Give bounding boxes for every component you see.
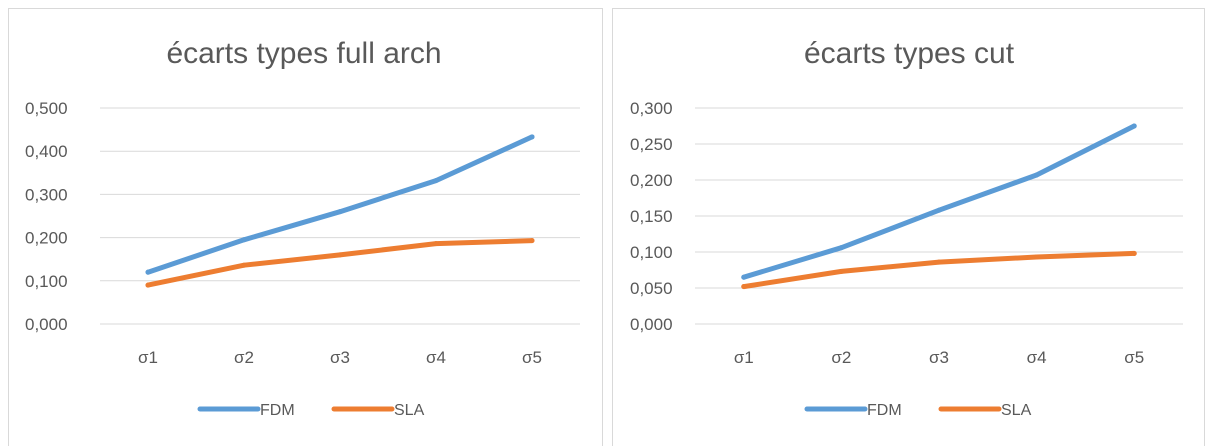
data-point-fdm — [741, 274, 747, 280]
y-tick-label: 0,300 — [630, 99, 673, 118]
data-point-fdm — [529, 134, 535, 140]
x-tick-label: σ1 — [734, 348, 754, 367]
data-point-fdm — [337, 209, 343, 215]
y-tick-label: 0,250 — [630, 135, 673, 154]
data-point-fdm — [1034, 172, 1040, 178]
x-tick-label: σ3 — [929, 348, 949, 367]
y-tick-label: 0,200 — [25, 229, 68, 248]
chart-title: écarts types cut — [804, 37, 1015, 70]
data-point-sla — [337, 252, 343, 258]
chart-border — [612, 8, 1205, 446]
y-tick-label: 0,300 — [25, 185, 68, 204]
y-tick-label: 0,500 — [25, 99, 68, 118]
data-point-sla — [1034, 254, 1040, 260]
y-tick-label: 0,000 — [630, 315, 673, 334]
y-tick-label: 0,400 — [25, 142, 68, 161]
legend-label-fdm: FDM — [867, 402, 902, 419]
legend-label-fdm: FDM — [260, 402, 295, 419]
y-tick-label: 0,000 — [25, 315, 68, 334]
x-tick-label: σ2 — [831, 348, 851, 367]
x-tick-label: σ3 — [330, 348, 350, 367]
data-point-fdm — [145, 269, 151, 275]
data-point-fdm — [433, 178, 439, 184]
chart-border — [8, 8, 603, 446]
data-point-sla — [1131, 250, 1137, 256]
chart-cut: écarts types cut 0,000 0,050 0,100 0,150 0,20… — [611, 0, 1206, 446]
y-tick-label: 0,100 — [630, 243, 673, 262]
x-tick-label: σ1 — [138, 348, 158, 367]
chart-full-arch-svg: écarts types full arch 0,000 0,100 0,200 0,3… — [25, 37, 580, 419]
chart-cut-svg: écarts types cut 0,000 0,050 0,100 0,150 0,20… — [630, 37, 1183, 419]
data-point-sla — [741, 284, 747, 290]
data-point-sla — [145, 282, 151, 288]
chart-title: écarts types full arch — [166, 37, 441, 70]
data-point-sla — [529, 238, 535, 244]
chart-full-arch: écarts types full arch 0,000 0,100 0,200 0,3… — [8, 8, 603, 446]
x-tick-label: σ4 — [1027, 348, 1047, 367]
legend-label-sla: SLA — [1001, 402, 1032, 419]
x-tick-label: σ5 — [522, 348, 542, 367]
data-point-fdm — [936, 207, 942, 213]
data-point-fdm — [1131, 123, 1137, 129]
data-point-sla — [241, 262, 247, 268]
data-point-sla — [838, 268, 844, 274]
y-tick-label: 0,050 — [630, 279, 673, 298]
y-tick-label: 0,100 — [25, 272, 68, 291]
x-tick-label: σ2 — [234, 348, 254, 367]
data-point-fdm — [241, 237, 247, 243]
legend-label-sla: SLA — [394, 402, 425, 419]
data-point-sla — [936, 259, 942, 265]
series-line-sla — [145, 238, 535, 288]
data-point-sla — [433, 241, 439, 247]
series-line-fdm — [145, 134, 535, 275]
x-tick-label: σ5 — [1124, 348, 1144, 367]
y-tick-label: 0,150 — [630, 207, 673, 226]
data-point-fdm — [838, 245, 844, 251]
y-tick-label: 0,200 — [630, 171, 673, 190]
x-tick-label: σ4 — [426, 348, 446, 367]
